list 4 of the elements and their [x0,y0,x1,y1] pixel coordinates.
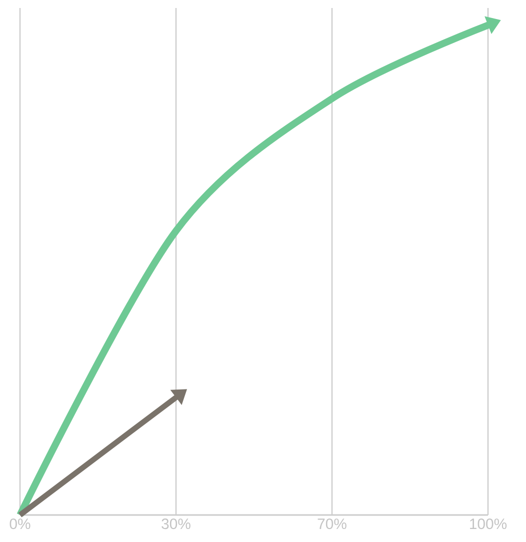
x-tick-label: 30% [162,518,190,530]
x-tick-label: 70% [318,518,346,530]
x-tick-label: 0% [10,518,30,530]
x-tick-label: 100% [470,518,507,530]
